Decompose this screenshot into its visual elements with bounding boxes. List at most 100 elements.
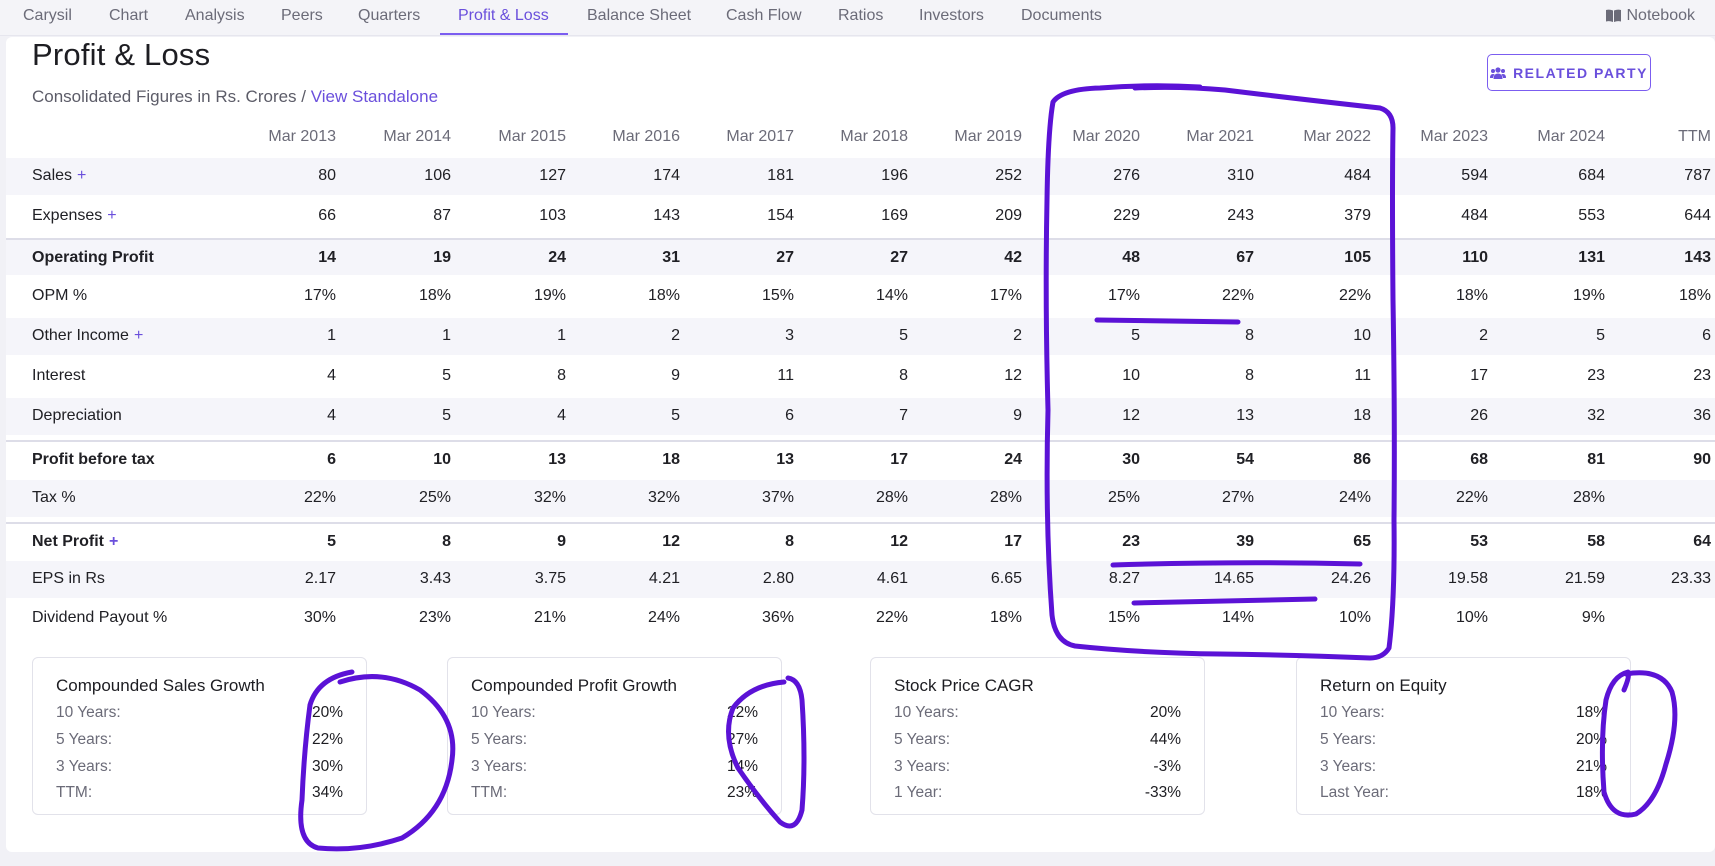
growth-period: 5 Years: (56, 731, 113, 748)
table-cell: 53 (1470, 533, 1488, 550)
row-label-text: Net Profit (32, 533, 104, 550)
table-cell: 8 (899, 367, 908, 384)
table-cell: 12 (890, 533, 908, 550)
table-cell: 90 (1693, 451, 1711, 468)
row-label-text: Dividend Payout % (32, 609, 168, 626)
nav-item-profit-loss[interactable]: Profit & Loss (458, 7, 549, 24)
table-cell: 143 (1684, 249, 1711, 266)
row-label[interactable]: Sales + (32, 167, 86, 185)
table-cell: 5 (671, 407, 680, 424)
nav-item-ratios[interactable]: Ratios (838, 7, 884, 24)
table-cell: 310 (1227, 167, 1254, 184)
table-cell: 22% (303, 489, 336, 506)
row-label[interactable]: Other Income + (32, 327, 143, 345)
row-label-text: Depreciation (32, 407, 122, 424)
table-cell: 80 (318, 167, 336, 184)
table-cell: 36 (1693, 407, 1711, 424)
page-title: Profit & Loss (32, 37, 211, 72)
table-cell: 22% (1338, 287, 1371, 304)
related-party-button[interactable]: RELATED PARTY (1487, 54, 1651, 91)
table-cell: 31 (662, 249, 680, 266)
column-header: Mar 2017 (726, 128, 794, 145)
table-cell: 2.17 (304, 570, 336, 587)
expand-plus-icon[interactable]: + (77, 167, 87, 184)
table-cell: 5 (1596, 327, 1605, 344)
table-cell: 18 (662, 451, 680, 468)
table-cell: 18% (647, 287, 680, 304)
table-cell: 4.21 (648, 570, 680, 587)
growth-line: 10 Years: 20% (56, 704, 343, 724)
table-cell: 13 (1236, 407, 1254, 424)
expand-plus-icon[interactable]: + (133, 327, 144, 344)
table-cell: 26 (1470, 407, 1488, 424)
row-label[interactable]: Net Profit + (32, 533, 118, 551)
table-cell: 106 (424, 167, 451, 184)
table-cell: 24 (548, 249, 566, 266)
table-cell: 18% (1678, 287, 1711, 304)
growth-line: Last Year: 18% (1320, 784, 1607, 804)
table-cell: 22% (1221, 287, 1254, 304)
table-cell: 5 (442, 407, 451, 424)
nav-item-quarters[interactable]: Quarters (358, 7, 421, 24)
column-header: Mar 2018 (840, 128, 908, 145)
table-cell: 684 (1578, 167, 1605, 184)
growth-value: 27% (726, 731, 758, 748)
growth-period: 5 Years: (1320, 731, 1377, 748)
table-cell: 17 (1004, 533, 1022, 550)
row-label: Depreciation (32, 407, 122, 425)
expand-plus-icon[interactable]: + (109, 533, 119, 550)
table-cell: 8.27 (1108, 570, 1140, 587)
growth-period: TTM: (471, 784, 508, 801)
table-cell: 484 (1344, 167, 1371, 184)
table-cell: 229 (1113, 207, 1140, 224)
table-cell: 19 (433, 249, 451, 266)
nav-item-balance-sheet[interactable]: Balance Sheet (587, 7, 692, 24)
table-cell: 15% (761, 287, 794, 304)
table-cell: 10 (1353, 327, 1371, 344)
table-cell: 243 (1227, 207, 1254, 224)
row-label: Interest (32, 367, 85, 385)
table-cell: 2 (1013, 327, 1022, 344)
expand-plus-icon[interactable]: + (107, 207, 117, 224)
table-cell: 9 (1013, 407, 1022, 424)
growth-period: 10 Years: (894, 704, 959, 721)
growth-value: 23% (726, 784, 758, 801)
table-cell: 9 (557, 533, 566, 550)
growth-line: 10 Years: 18% (1320, 704, 1607, 724)
nav-item-carysil[interactable]: Carysil (23, 7, 72, 24)
nav-item-analysis[interactable]: Analysis (185, 7, 245, 24)
nav-item-chart[interactable]: Chart (109, 7, 149, 24)
column-header: Mar 2021 (1186, 128, 1254, 145)
nav-item-peers[interactable]: Peers (281, 7, 323, 24)
column-header: Mar 2024 (1537, 128, 1605, 145)
table-cell: 10% (1338, 609, 1371, 626)
nav-item-investors[interactable]: Investors (919, 7, 984, 24)
subtitle-text: Consolidated Figures in Rs. Crores / (32, 87, 311, 106)
table-cell: 65 (1353, 533, 1371, 550)
table-cell: 5 (899, 327, 908, 344)
table-row: EPS in Rs 2.17 3.43 3.75 4.21 2.80 4.61 6.65 8.2… (6, 561, 1715, 598)
table-cell: 110 (1462, 249, 1488, 266)
growth-line: 5 Years: 44% (894, 731, 1181, 751)
row-label-text: Interest (32, 367, 86, 384)
table-cell: 37% (761, 489, 794, 506)
table-row: Tax % 22% 25% 32% 32% 37% 28% 28% 25% 27% 24% 22% 28… (6, 480, 1715, 517)
table-cell: 103 (539, 207, 566, 224)
nav-item-cash-flow[interactable]: Cash Flow (726, 7, 802, 24)
growth-line: 3 Years: -3% (894, 758, 1181, 778)
table-cell: 8 (1245, 327, 1254, 344)
nav-item-documents[interactable]: Documents (1021, 7, 1102, 24)
view-standalone-link[interactable]: View Standalone (310, 87, 439, 106)
table-cell: 8 (442, 533, 451, 550)
growth-line: 10 Years: 22% (471, 704, 758, 724)
growth-period: TTM: (56, 784, 93, 801)
table-cell: 81 (1587, 451, 1605, 468)
row-label-text: Operating Profit (32, 249, 154, 266)
table-cell: 276 (1113, 167, 1140, 184)
notebook-link[interactable]: Notebook (1605, 7, 1695, 25)
table-cell: 17 (1470, 367, 1488, 384)
row-label[interactable]: Expenses + (32, 207, 117, 225)
column-header: Mar 2016 (612, 128, 680, 145)
growth-box: Stock Price CAGR 10 Years: 20% 5 Years: 44% 3… (870, 657, 1205, 815)
table-cell: 252 (995, 167, 1022, 184)
